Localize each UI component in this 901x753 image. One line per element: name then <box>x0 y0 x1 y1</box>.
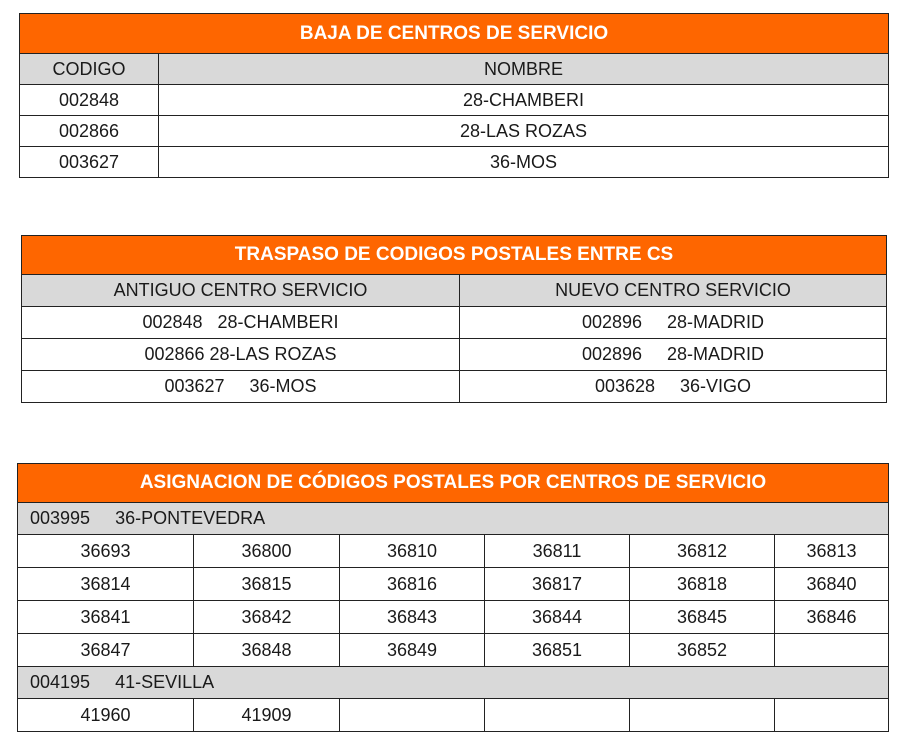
nombre-header: NOMBRE <box>158 53 889 85</box>
nombre-cell: 28-LAS ROZAS <box>158 115 889 147</box>
postal-code-cell: 36800 <box>193 534 340 568</box>
postal-code-cell: 36848 <box>193 633 340 667</box>
nombre-cell: 36-MOS <box>158 146 889 178</box>
group-header-sevilla: 004195 41-SEVILLA <box>16 666 890 699</box>
postal-code-cell: 36849 <box>339 633 485 667</box>
table-row: 003627 36-MOS 003628 36-VIGO <box>21 370 887 403</box>
postal-code-cell: 36840 <box>773 567 890 601</box>
group-header-pontevedra: 003995 36-PONTEVEDRA <box>16 502 890 535</box>
postal-code-cell: 36693 <box>17 534 194 568</box>
postal-code-cell <box>629 698 775 732</box>
nuevo-header: NUEVO CENTRO SERVICIO <box>459 274 887 307</box>
traspaso-table: TRASPASO DE CODIGOS POSTALES ENTRE CS AN… <box>21 235 887 403</box>
table-row: 36841 36842 36843 36844 36845 36846 <box>17 600 890 634</box>
asignacion-table: ASIGNACION DE CÓDIGOS POSTALES POR CENTR… <box>16 463 890 732</box>
table-row: 002848 28-CHAMBERI 002896 28-MADRID <box>21 306 887 339</box>
postal-code-cell: 36811 <box>484 534 630 568</box>
nuevo-cell: 002896 28-MADRID <box>459 306 887 339</box>
codigo-cell: 002848 <box>19 84 159 116</box>
table-row: 002866 28-LAS ROZAS 002896 28-MADRID <box>21 338 887 371</box>
asignacion-title: ASIGNACION DE CÓDIGOS POSTALES POR CENTR… <box>16 463 890 503</box>
antiguo-cell: 003627 36-MOS <box>21 370 460 403</box>
postal-code-cell: 36813 <box>773 534 890 568</box>
postal-code-cell: 36816 <box>339 567 485 601</box>
antiguo-cell: 002866 28-LAS ROZAS <box>21 338 460 371</box>
postal-code-cell <box>339 698 485 732</box>
postal-code-cell: 41960 <box>17 698 194 732</box>
postal-code-cell: 41909 <box>193 698 340 732</box>
postal-code-cell <box>773 698 890 732</box>
postal-code-cell: 36810 <box>339 534 485 568</box>
postal-code-cell: 36817 <box>484 567 630 601</box>
nuevo-cell: 002896 28-MADRID <box>459 338 887 371</box>
table-row: 36847 36848 36849 36851 36852 <box>17 633 890 667</box>
postal-code-cell: 36851 <box>484 633 630 667</box>
postal-code-cell: 36818 <box>629 567 775 601</box>
table-row: 002848 28-CHAMBERI <box>19 84 889 116</box>
codigo-header: CODIGO <box>19 53 159 85</box>
postal-code-cell: 36812 <box>629 534 775 568</box>
postal-code-cell: 36841 <box>17 600 194 634</box>
postal-code-cell: 36842 <box>193 600 340 634</box>
postal-code-cell: 36852 <box>629 633 775 667</box>
postal-code-cell <box>773 633 890 667</box>
codigo-cell: 002866 <box>19 115 159 147</box>
table-row: 36814 36815 36816 36817 36818 36840 <box>17 567 890 601</box>
postal-code-cell: 36845 <box>629 600 775 634</box>
table-row: 003627 36-MOS <box>19 146 889 178</box>
antiguo-cell: 002848 28-CHAMBERI <box>21 306 460 339</box>
nombre-cell: 28-CHAMBERI <box>158 84 889 116</box>
postal-code-cell: 36844 <box>484 600 630 634</box>
baja-centros-table: BAJA DE CENTROS DE SERVICIO CODIGO NOMBR… <box>19 13 889 178</box>
table-row: 002866 28-LAS ROZAS <box>19 115 889 147</box>
table-row: 41960 41909 <box>17 698 890 732</box>
postal-code-cell: 36847 <box>17 633 194 667</box>
codigo-cell: 003627 <box>19 146 159 178</box>
postal-code-cell: 36814 <box>17 567 194 601</box>
postal-code-cell: 36815 <box>193 567 340 601</box>
postal-code-cell: 36843 <box>339 600 485 634</box>
postal-code-cell: 36846 <box>773 600 890 634</box>
postal-code-cell <box>484 698 630 732</box>
antiguo-header: ANTIGUO CENTRO SERVICIO <box>21 274 460 307</box>
table-row: 36693 36800 36810 36811 36812 36813 <box>17 534 890 568</box>
baja-title: BAJA DE CENTROS DE SERVICIO <box>19 13 889 54</box>
traspaso-title: TRASPASO DE CODIGOS POSTALES ENTRE CS <box>21 235 887 275</box>
nuevo-cell: 003628 36-VIGO <box>459 370 887 403</box>
